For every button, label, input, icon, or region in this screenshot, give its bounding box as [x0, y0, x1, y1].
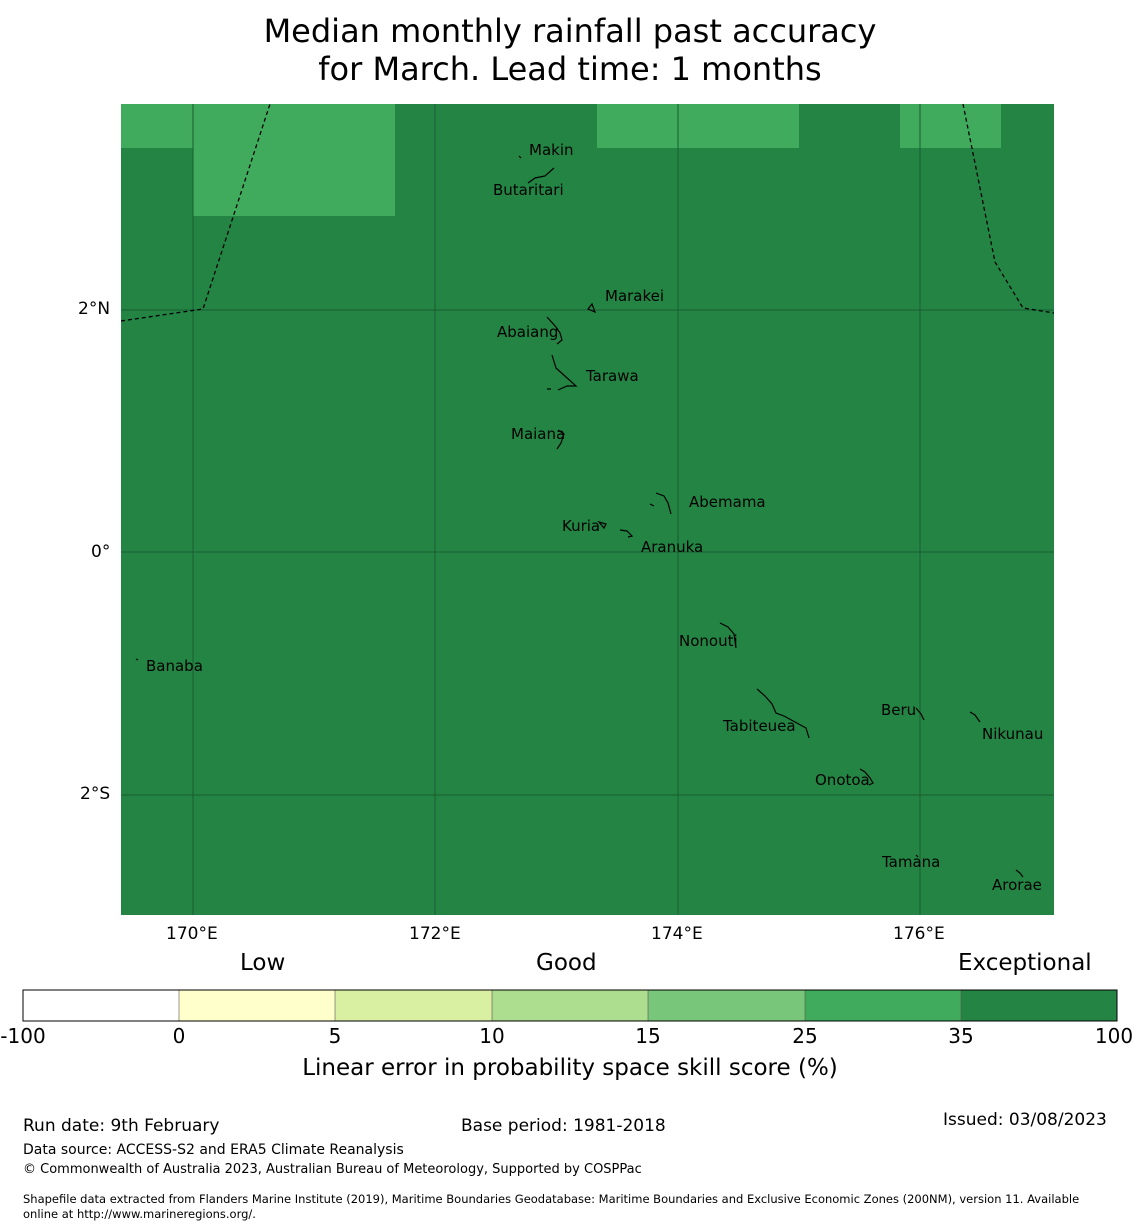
map-ocean	[121, 104, 1054, 915]
lon-tick-170e: 170°E	[166, 924, 218, 944]
colorbar	[22, 989, 1118, 1022]
colorbar-tick: 10	[479, 1024, 505, 1048]
lat-tick-0: 0°	[91, 542, 111, 562]
eez-boundary	[120, 103, 1055, 322]
island-label-makin: Makin	[529, 141, 574, 159]
colorbar-bin	[179, 990, 335, 1021]
colorbar-bin	[961, 990, 1117, 1021]
island-label-butaritari: Butaritari	[493, 181, 564, 199]
lat-tick-2s: 2°S	[80, 784, 111, 804]
chart-title-line1: Median monthly rainfall past accuracy	[263, 12, 877, 50]
colorbar-tick: -100	[0, 1024, 46, 1048]
skill-cell	[193, 104, 395, 216]
issued-date: Issued: 03/08/2023	[943, 1110, 1107, 1130]
island-label-tabiteuea: Tabiteuea	[723, 717, 796, 735]
island-label-nikunau: Nikunau	[982, 725, 1044, 743]
map-gridlines	[121, 104, 1054, 915]
colorbar-tick: 35	[948, 1024, 974, 1048]
colorbar-tick: 5	[328, 1024, 342, 1048]
skill-cell	[597, 104, 799, 148]
shapefile-credit-line2: online at http://www.marineregions.org/.	[23, 1207, 256, 1221]
base-period: Base period: 1981-2018	[461, 1116, 666, 1136]
island-label-beru: Beru	[881, 701, 917, 719]
run-date: Run date: 9th February	[23, 1116, 220, 1136]
island-outlines	[135, 155, 1024, 878]
data-source: Data source: ACCESS-S2 and ERA5 Climate …	[23, 1142, 404, 1158]
legend-category-exceptional: Exceptional	[958, 950, 1092, 976]
copyright: © Commonwealth of Australia 2023, Austra…	[23, 1162, 642, 1177]
legend-category-good: Good	[536, 950, 597, 976]
lat-tick-2n: 2°N	[78, 299, 111, 319]
island-label-kuria: Kuria	[562, 517, 601, 535]
lon-tick-176e: 176°E	[893, 924, 945, 944]
island-label-onotoa: Onotoa	[815, 771, 870, 789]
island-label-tamana: Tamana	[882, 853, 941, 871]
island-label-tarawa: Tarawa	[586, 367, 639, 385]
colorbar-bin	[805, 990, 961, 1021]
shapefile-credit-line1: Shapefile data extracted from Flanders M…	[23, 1192, 1080, 1206]
lon-tick-174e: 174°E	[651, 924, 703, 944]
colorbar-tick: 25	[792, 1024, 818, 1048]
island-label-aranuka: Aranuka	[641, 538, 704, 556]
colorbar-bin	[23, 990, 179, 1021]
skill-cell	[121, 104, 193, 148]
island-label-banaba: Banaba	[146, 657, 203, 675]
island-label-nonouti: Nonouti	[679, 632, 738, 650]
colorbar-bin	[492, 990, 648, 1021]
island-label-arorae: Arorae	[992, 876, 1042, 894]
colorbar-tick: 0	[172, 1024, 186, 1048]
lon-tick-172e: 172°E	[409, 924, 461, 944]
colorbar-label: Linear error in probability space skill …	[302, 1055, 838, 1081]
island-label-marakei: Marakei	[605, 287, 665, 305]
colorbar-bin	[335, 990, 492, 1021]
island-label-maiana: Maiana	[511, 425, 566, 443]
legend-category-low: Low	[240, 950, 286, 976]
colorbar-bin	[648, 990, 805, 1021]
island-label-abemama: Abemama	[689, 493, 766, 511]
chart-title-line2: for March. Lead time: 1 months	[318, 50, 822, 88]
colorbar-tick: 15	[635, 1024, 661, 1048]
island-label-abaiang: Abaiang	[497, 323, 559, 341]
colorbar-tick: 100	[1094, 1024, 1134, 1048]
skill-cell	[900, 104, 1001, 148]
